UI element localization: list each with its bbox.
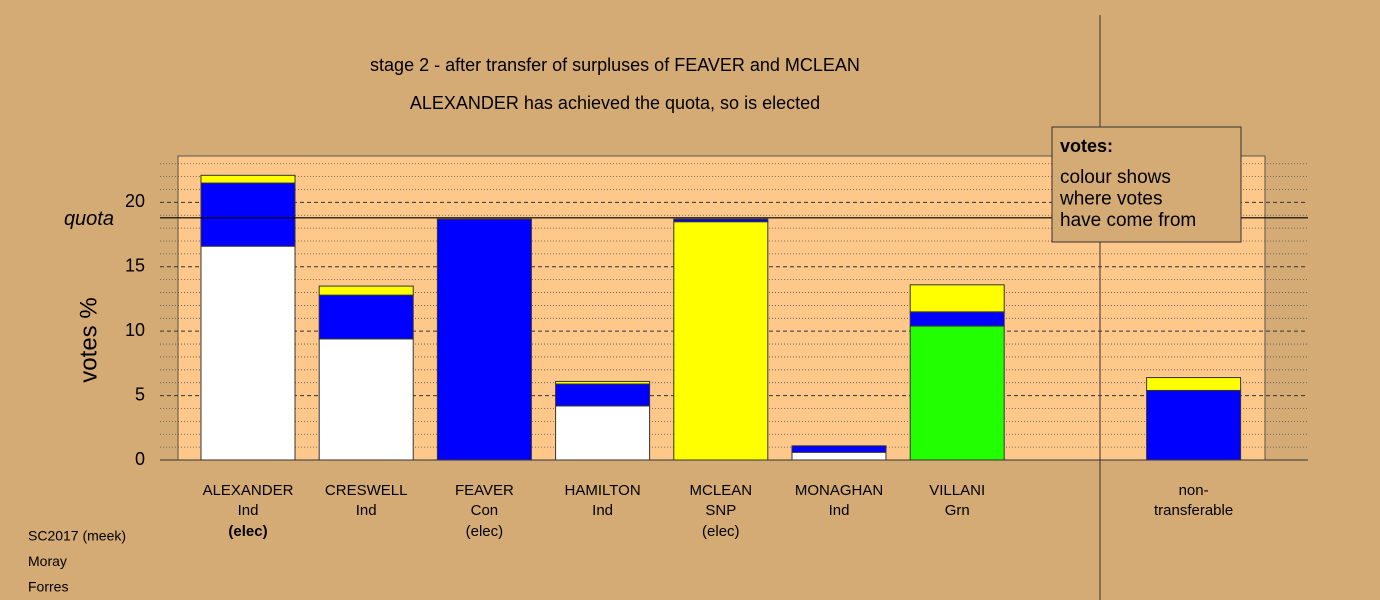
y-tick-label: 5 [135,384,145,404]
y-tick-label: 10 [125,320,145,340]
bar-segment [200,174,296,184]
y-tick-label: 20 [125,191,145,211]
bar-segment [200,182,296,247]
legend-box [1051,126,1242,243]
legend-line: colour shows [1060,167,1171,188]
legend-line: where votes [1059,189,1162,210]
non-transferable-label: non- [1179,482,1209,499]
bar-segment [791,445,887,453]
bar-segment [1146,377,1242,391]
candidate-name: MCLEAN [690,482,753,499]
chart-title: stage 2 - after transfer of surpluses of… [370,55,860,75]
chart-subtitle: ALEXANDER has achieved the quota, so is … [410,93,820,113]
candidate-party: Grn [945,502,970,519]
bar-segment [909,284,1005,313]
quota-label: quota [64,208,114,230]
candidate-party: Ind [829,502,850,519]
candidate-party: Con [471,502,499,519]
bar-segment [436,218,532,461]
bar-segment [1146,389,1242,461]
bar-segment [318,338,414,461]
candidate-name: FEAVER [455,482,514,499]
candidate-party: Ind [356,502,377,519]
candidate-status: (elec) [702,523,740,540]
non-transferable-label: transferable [1154,502,1233,519]
candidate-party: Ind [592,502,613,519]
candidate-name: VILLANI [929,482,985,499]
bar-segment [318,294,414,340]
bar-segment [318,285,414,296]
bar-segment [909,311,1005,327]
bar-segment [555,380,651,385]
y-tick-label: 0 [135,449,145,469]
candidate-name: CRESWELL [325,482,408,499]
candidate-name: HAMILTON [565,482,641,499]
candidate-status: (elec) [466,523,504,540]
legend-title: votes: [1060,136,1113,156]
bar-segment [909,325,1005,461]
candidate-party: Ind [238,502,259,519]
bar-segment [200,245,296,461]
candidate-name: ALEXANDER [203,482,294,499]
footer-text: SC2017 (meek) [28,528,126,544]
bar-segment [673,221,769,461]
bar-segment [791,451,887,461]
footer-text: Forres [28,579,68,595]
footer-text: Moray [28,553,67,569]
candidate-status: (elec) [228,523,267,540]
bar-segment [555,405,651,461]
candidate-party: SNP [705,502,736,519]
bar-segment [673,218,769,223]
y-axis-label: votes % [75,297,102,382]
legend-line: have come from [1060,210,1196,231]
y-tick-label: 15 [125,256,145,276]
bar-segment [555,383,651,407]
candidate-name: MONAGHAN [795,482,883,499]
